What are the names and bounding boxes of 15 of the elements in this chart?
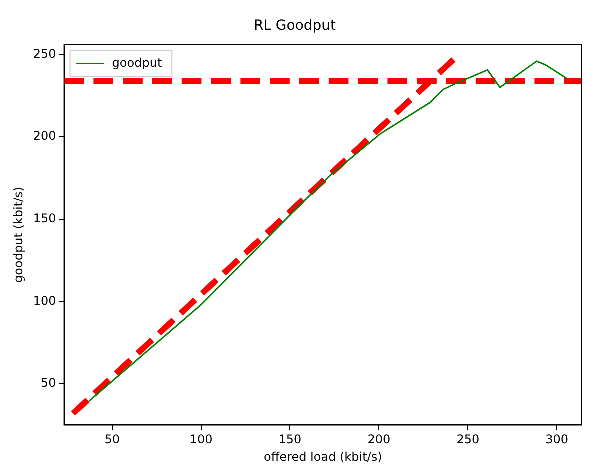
x-tick-label: 150	[278, 432, 302, 447]
x-axis-title: offered load (kbit/s)	[264, 450, 382, 464]
legend-label: goodput	[112, 56, 162, 70]
y-axis-title: goodput (kbit/s)	[11, 187, 26, 283]
x-tick-label: 250	[456, 432, 480, 447]
y-tick-label: 100	[33, 294, 56, 308]
x-tick-label: 200	[368, 432, 391, 447]
x-tick-label: 100	[190, 432, 213, 447]
y-tick-label: 200	[33, 129, 56, 144]
x-tick-label: 50	[104, 432, 120, 447]
chart-title: RL Goodput	[254, 18, 337, 34]
y-tick-label: 150	[33, 211, 56, 226]
y-tick-label: 250	[33, 46, 56, 61]
x-tick-label: 300	[546, 432, 569, 447]
y-tick-label: 50	[41, 376, 56, 390]
